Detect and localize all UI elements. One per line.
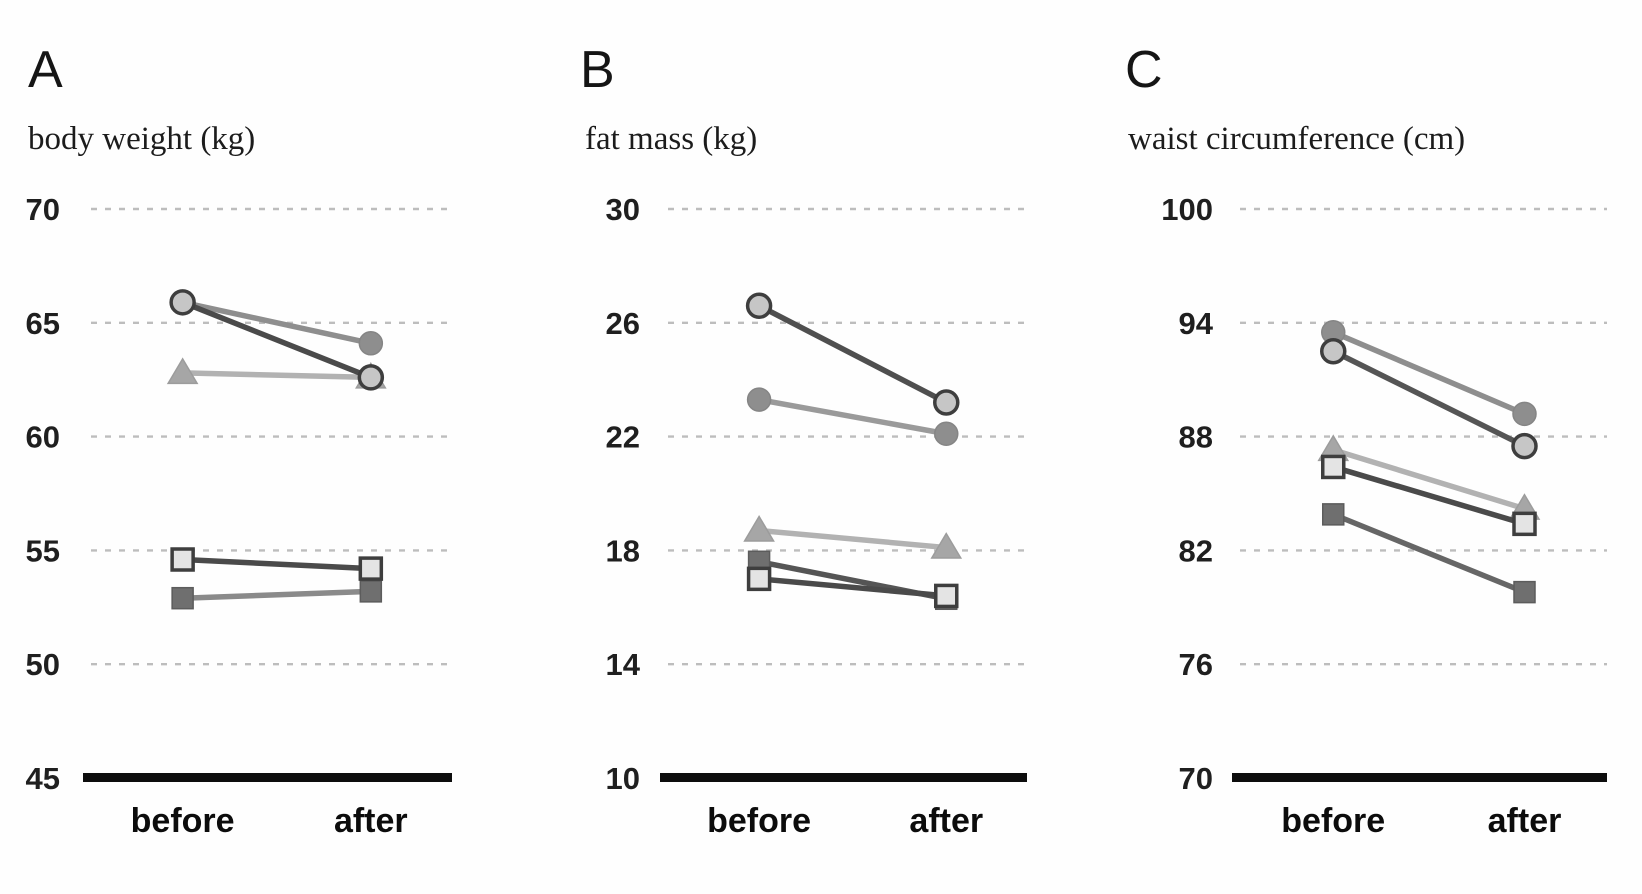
y-tick-label: 70	[26, 192, 60, 227]
y-tick-label: 50	[26, 647, 60, 682]
marker-open-square	[1512, 511, 1537, 537]
y-tick-label: 30	[606, 192, 640, 227]
marker-open-circle	[1320, 338, 1347, 365]
panel-letter-a: A	[28, 41, 63, 99]
series-line-open-square	[756, 576, 950, 599]
x-axis-line	[1232, 773, 1607, 782]
y-tick-label: 22	[606, 420, 640, 455]
category-label-after: after	[1488, 802, 1562, 840]
marker-filled-circle	[746, 387, 772, 412]
marker-open-circle	[357, 364, 385, 391]
series-line-open-circle	[179, 299, 374, 381]
category-label-after: after	[909, 802, 983, 840]
series-line-filled-circle	[179, 299, 374, 347]
marker-filled-square	[359, 580, 383, 603]
marker-filled-circle	[358, 331, 384, 356]
y-tick-label: 82	[1179, 533, 1213, 568]
marker-filled-square	[171, 586, 194, 610]
panel-letter-c: C	[1125, 41, 1163, 99]
marker-open-square	[746, 566, 772, 592]
y-tick-label: 76	[1179, 647, 1213, 682]
chart-title-fat-mass: fat mass (kg)	[585, 121, 758, 157]
marker-filled-circle	[934, 421, 959, 447]
marker-filled-square	[1513, 580, 1536, 604]
category-label-before: before	[131, 802, 235, 840]
y-tick-label: 10	[606, 761, 640, 796]
series-line-filled-square	[1330, 511, 1528, 595]
category-label-before: before	[1281, 802, 1385, 840]
chart-title-body-weight: body weight (kg)	[28, 121, 256, 157]
series-line-filled-circle	[1330, 329, 1528, 417]
series-line-open-square	[1330, 464, 1528, 527]
x-axis-line	[83, 773, 452, 782]
category-label-before: before	[707, 802, 811, 840]
y-tick-label: 94	[1179, 306, 1214, 341]
y-tick-label: 70	[1179, 761, 1213, 796]
y-tick-label: 88	[1179, 420, 1213, 455]
marker-open-circle	[1511, 432, 1538, 460]
series-line-filled-square	[179, 588, 374, 601]
category-label-after: after	[334, 802, 408, 840]
chart-title-waist-circumference: waist circumference (cm)	[1128, 121, 1466, 157]
y-tick-label: 60	[26, 420, 60, 455]
marker-filled-square	[1322, 503, 1345, 526]
marker-filled-triangle	[930, 532, 963, 559]
marker-open-circle	[933, 389, 960, 416]
y-tick-label: 18	[606, 533, 640, 568]
marker-filled-triangle	[166, 357, 199, 385]
series-line-triangle	[179, 370, 374, 381]
marker-filled-circle	[1512, 401, 1537, 427]
marker-open-square	[170, 547, 195, 572]
y-tick-label: 14	[606, 647, 641, 682]
series-line-open-circle	[1330, 348, 1528, 449]
y-tick-label: 55	[26, 533, 60, 568]
x-axis-line	[660, 773, 1027, 782]
series-line-filled-circle	[756, 396, 950, 437]
y-tick-label: 45	[26, 761, 60, 796]
marker-filled-triangle	[743, 515, 775, 542]
series-line-open-circle	[756, 302, 950, 406]
marker-open-square	[934, 583, 959, 609]
series-line-triangle	[1330, 447, 1528, 512]
marker-open-square	[358, 556, 384, 581]
marker-open-circle	[169, 289, 196, 316]
series-line-open-square	[179, 556, 374, 572]
panel-letter-b: B	[580, 41, 615, 99]
marker-open-circle	[745, 292, 773, 319]
marker-open-square	[1321, 454, 1346, 480]
y-tick-label: 26	[606, 306, 640, 341]
series-line-triangle	[756, 527, 950, 551]
y-tick-label: 100	[1161, 192, 1213, 227]
y-tick-label: 65	[26, 306, 60, 341]
